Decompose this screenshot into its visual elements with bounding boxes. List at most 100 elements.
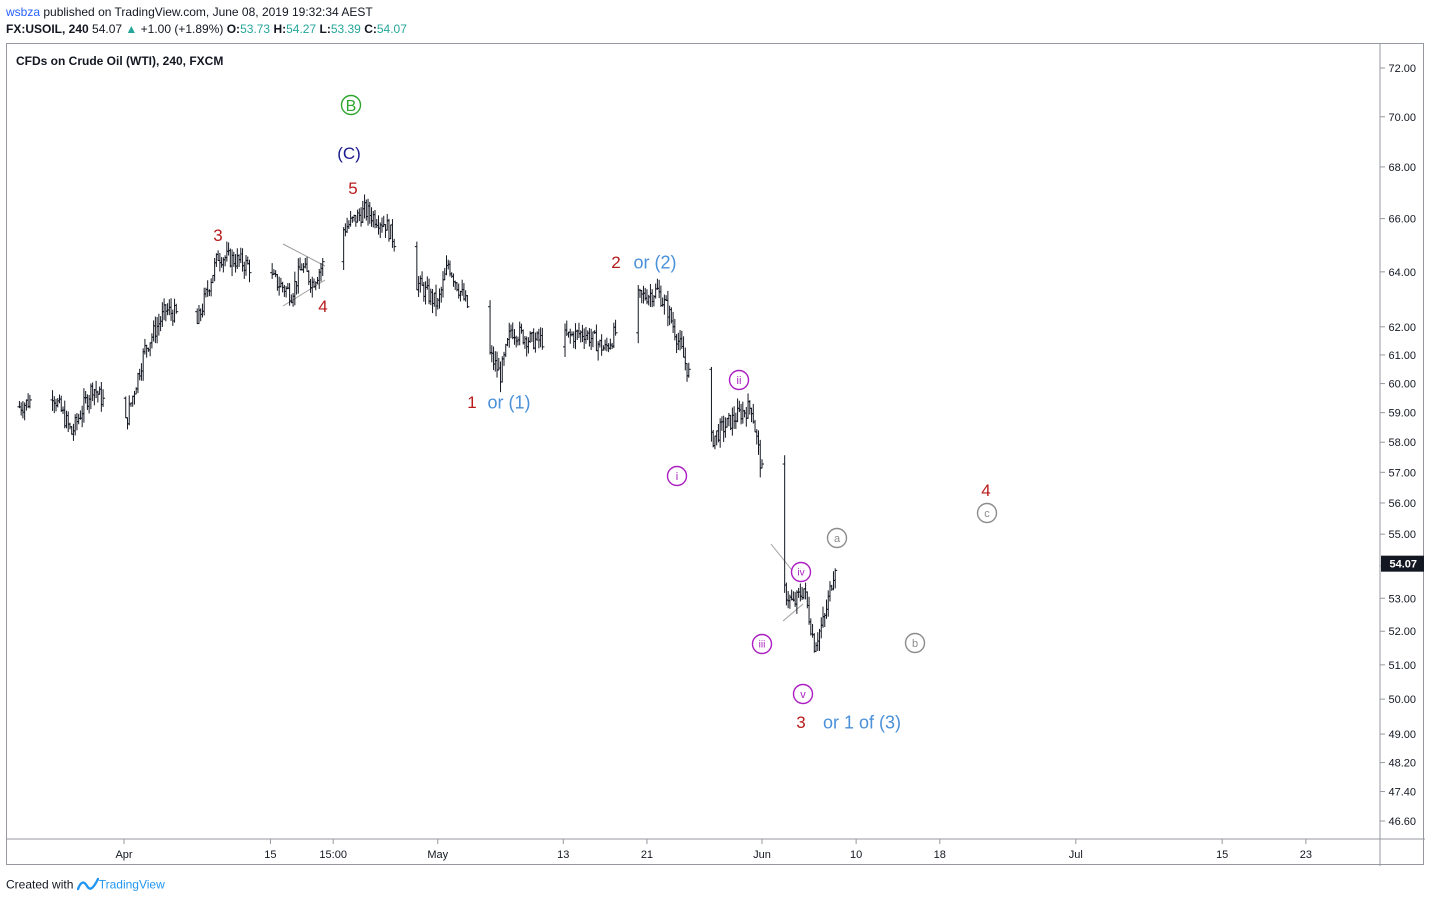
symbol-legend: FX:USOIL, 240 54.07 ▲ +1.00 (+1.89%) O:5… [6, 22, 407, 36]
last-price: 54.07 [92, 22, 123, 36]
wave-label-B-circle: B [340, 94, 362, 116]
chart-frame[interactable]: CFDs on Crude Oil (WTI), 240, FXCM 72.00… [6, 43, 1425, 866]
wave-label-5: 5 [348, 179, 357, 198]
wave-text: 4 [318, 297, 327, 316]
price-tick-label: 62.00 [1388, 322, 1416, 334]
wave-label-1: 1 [467, 393, 476, 412]
wave-text: i [676, 471, 678, 483]
created-with-text: Created with [6, 877, 74, 892]
ohlc-bar [101, 389, 106, 407]
price-tick-label: 51.00 [1388, 660, 1416, 672]
price-tick-label: 58.00 [1388, 437, 1416, 449]
ohlc-bar [465, 295, 470, 309]
wave-label-iii: iii [751, 633, 773, 655]
triangle-line [282, 243, 326, 267]
wave-label-i: i [666, 465, 688, 487]
time-tick-label: 21 [641, 849, 653, 861]
last-price-tag: 54.07 [1381, 555, 1424, 572]
triangle-line [782, 603, 804, 622]
ohlc-bar [782, 455, 787, 593]
footer: Created with TradingView [6, 877, 165, 894]
price-tick-label: 46.60 [1388, 816, 1416, 828]
wave-circle [976, 502, 998, 524]
high-label: H: [273, 22, 287, 36]
tradingview-link[interactable]: TradingView [98, 877, 165, 892]
ohlc-bar [613, 319, 618, 336]
price-bars [17, 194, 838, 653]
price-tick-label: 53.00 [1388, 593, 1416, 605]
wave-circle [790, 561, 812, 583]
wave-label-3-top: 3 [213, 226, 222, 245]
author-link[interactable]: wsbza [6, 5, 41, 19]
wave-text: (C) [337, 144, 361, 163]
price-tick-label: 61.00 [1388, 350, 1416, 362]
wave-text: 2 [611, 253, 620, 272]
price-tick-label: 66.00 [1388, 214, 1416, 226]
price-tick-label: 60.00 [1388, 379, 1416, 391]
high-value: 54.27 [286, 22, 317, 36]
price-tick-label: 70.00 [1388, 112, 1416, 124]
time-tick-label: 15:00 [319, 849, 347, 861]
open-label: O: [226, 22, 241, 36]
wave-circle [666, 465, 688, 487]
wave-text: B [346, 98, 357, 115]
chart-title: CFDs on Crude Oil (WTI), 240, FXCM [16, 54, 223, 68]
wave-text: v [800, 689, 806, 701]
price-tick-label: 50.00 [1388, 694, 1416, 706]
time-tick-label: 15 [1216, 849, 1228, 861]
time-axis[interactable]: Apr 15 15:00 May 13 21 Jun 10 18 Jul 15 23 [115, 839, 1312, 861]
wave-label-b: b [904, 632, 926, 654]
chart-canvas[interactable]: CFDs on Crude Oil (WTI), 240, FXCM 72.00… [7, 44, 1425, 866]
price-tick-label: 49.00 [1388, 729, 1416, 741]
close-label: C: [364, 22, 377, 36]
ohlc-bar [392, 238, 397, 252]
open-value: 53.73 [240, 22, 271, 36]
wave-circle [340, 94, 362, 116]
ohlc-bar [760, 459, 764, 469]
wave-label-or-1: or (1) [487, 392, 530, 412]
wave-text: or (1) [487, 392, 530, 412]
wave-circle [904, 632, 926, 654]
wave-text: a [834, 533, 841, 545]
wave-circle [728, 369, 750, 391]
wave-label-2: 2 [611, 253, 620, 272]
wave-label-ii: ii [728, 369, 750, 391]
published-text: published on TradingView.com, June 08, 2… [43, 5, 373, 19]
wave-text: or (2) [633, 252, 676, 272]
wave-label-4-future: 4 [981, 481, 990, 500]
time-tick-label: 13 [557, 849, 569, 861]
time-tick-label: 23 [1300, 849, 1312, 861]
price-tick-label: 52.00 [1388, 626, 1416, 638]
symbol-name[interactable]: FX:USOIL, 240 [6, 22, 89, 36]
ohlc-bar [27, 394, 32, 409]
wave-text: 3 [213, 226, 222, 245]
time-tick-label: Apr [115, 849, 132, 861]
price-axis[interactable]: 72.00 70.00 68.00 66.00 64.00 62.00 61.00 60.00… [1380, 63, 1416, 828]
wave-circle [751, 633, 773, 655]
wave-label-c: c [976, 502, 998, 524]
ohlc-bar [540, 327, 545, 350]
wave-text: 1 [467, 393, 476, 412]
time-tick-label: 10 [850, 849, 862, 861]
price-tick-label: 64.00 [1388, 267, 1416, 279]
low-label: L: [319, 22, 331, 36]
wave-label-or-2: or (2) [633, 252, 676, 272]
price-tick-label: 59.00 [1388, 408, 1416, 420]
publish-info: wsbza published on TradingView.com, June… [6, 5, 373, 19]
wave-text: iii [759, 640, 766, 651]
ohlc-bar [123, 396, 128, 419]
wave-text: 5 [348, 179, 357, 198]
price-tick-label: 57.00 [1388, 467, 1416, 479]
wave-label-4-top: 4 [318, 297, 327, 316]
low-value: 53.39 [330, 22, 361, 36]
wave-label-iv: iv [790, 561, 812, 583]
ohlc-bar [833, 568, 838, 589]
ohlc-bar [686, 362, 691, 378]
tradingview-logo-icon[interactable] [76, 877, 99, 894]
time-tick-label: May [427, 849, 448, 861]
wave-label-3-bottom: 3 [796, 713, 805, 732]
wave-text: iv [797, 568, 804, 579]
price-tag-bg [1381, 555, 1424, 572]
price-tag-label: 54.07 [1389, 559, 1417, 571]
